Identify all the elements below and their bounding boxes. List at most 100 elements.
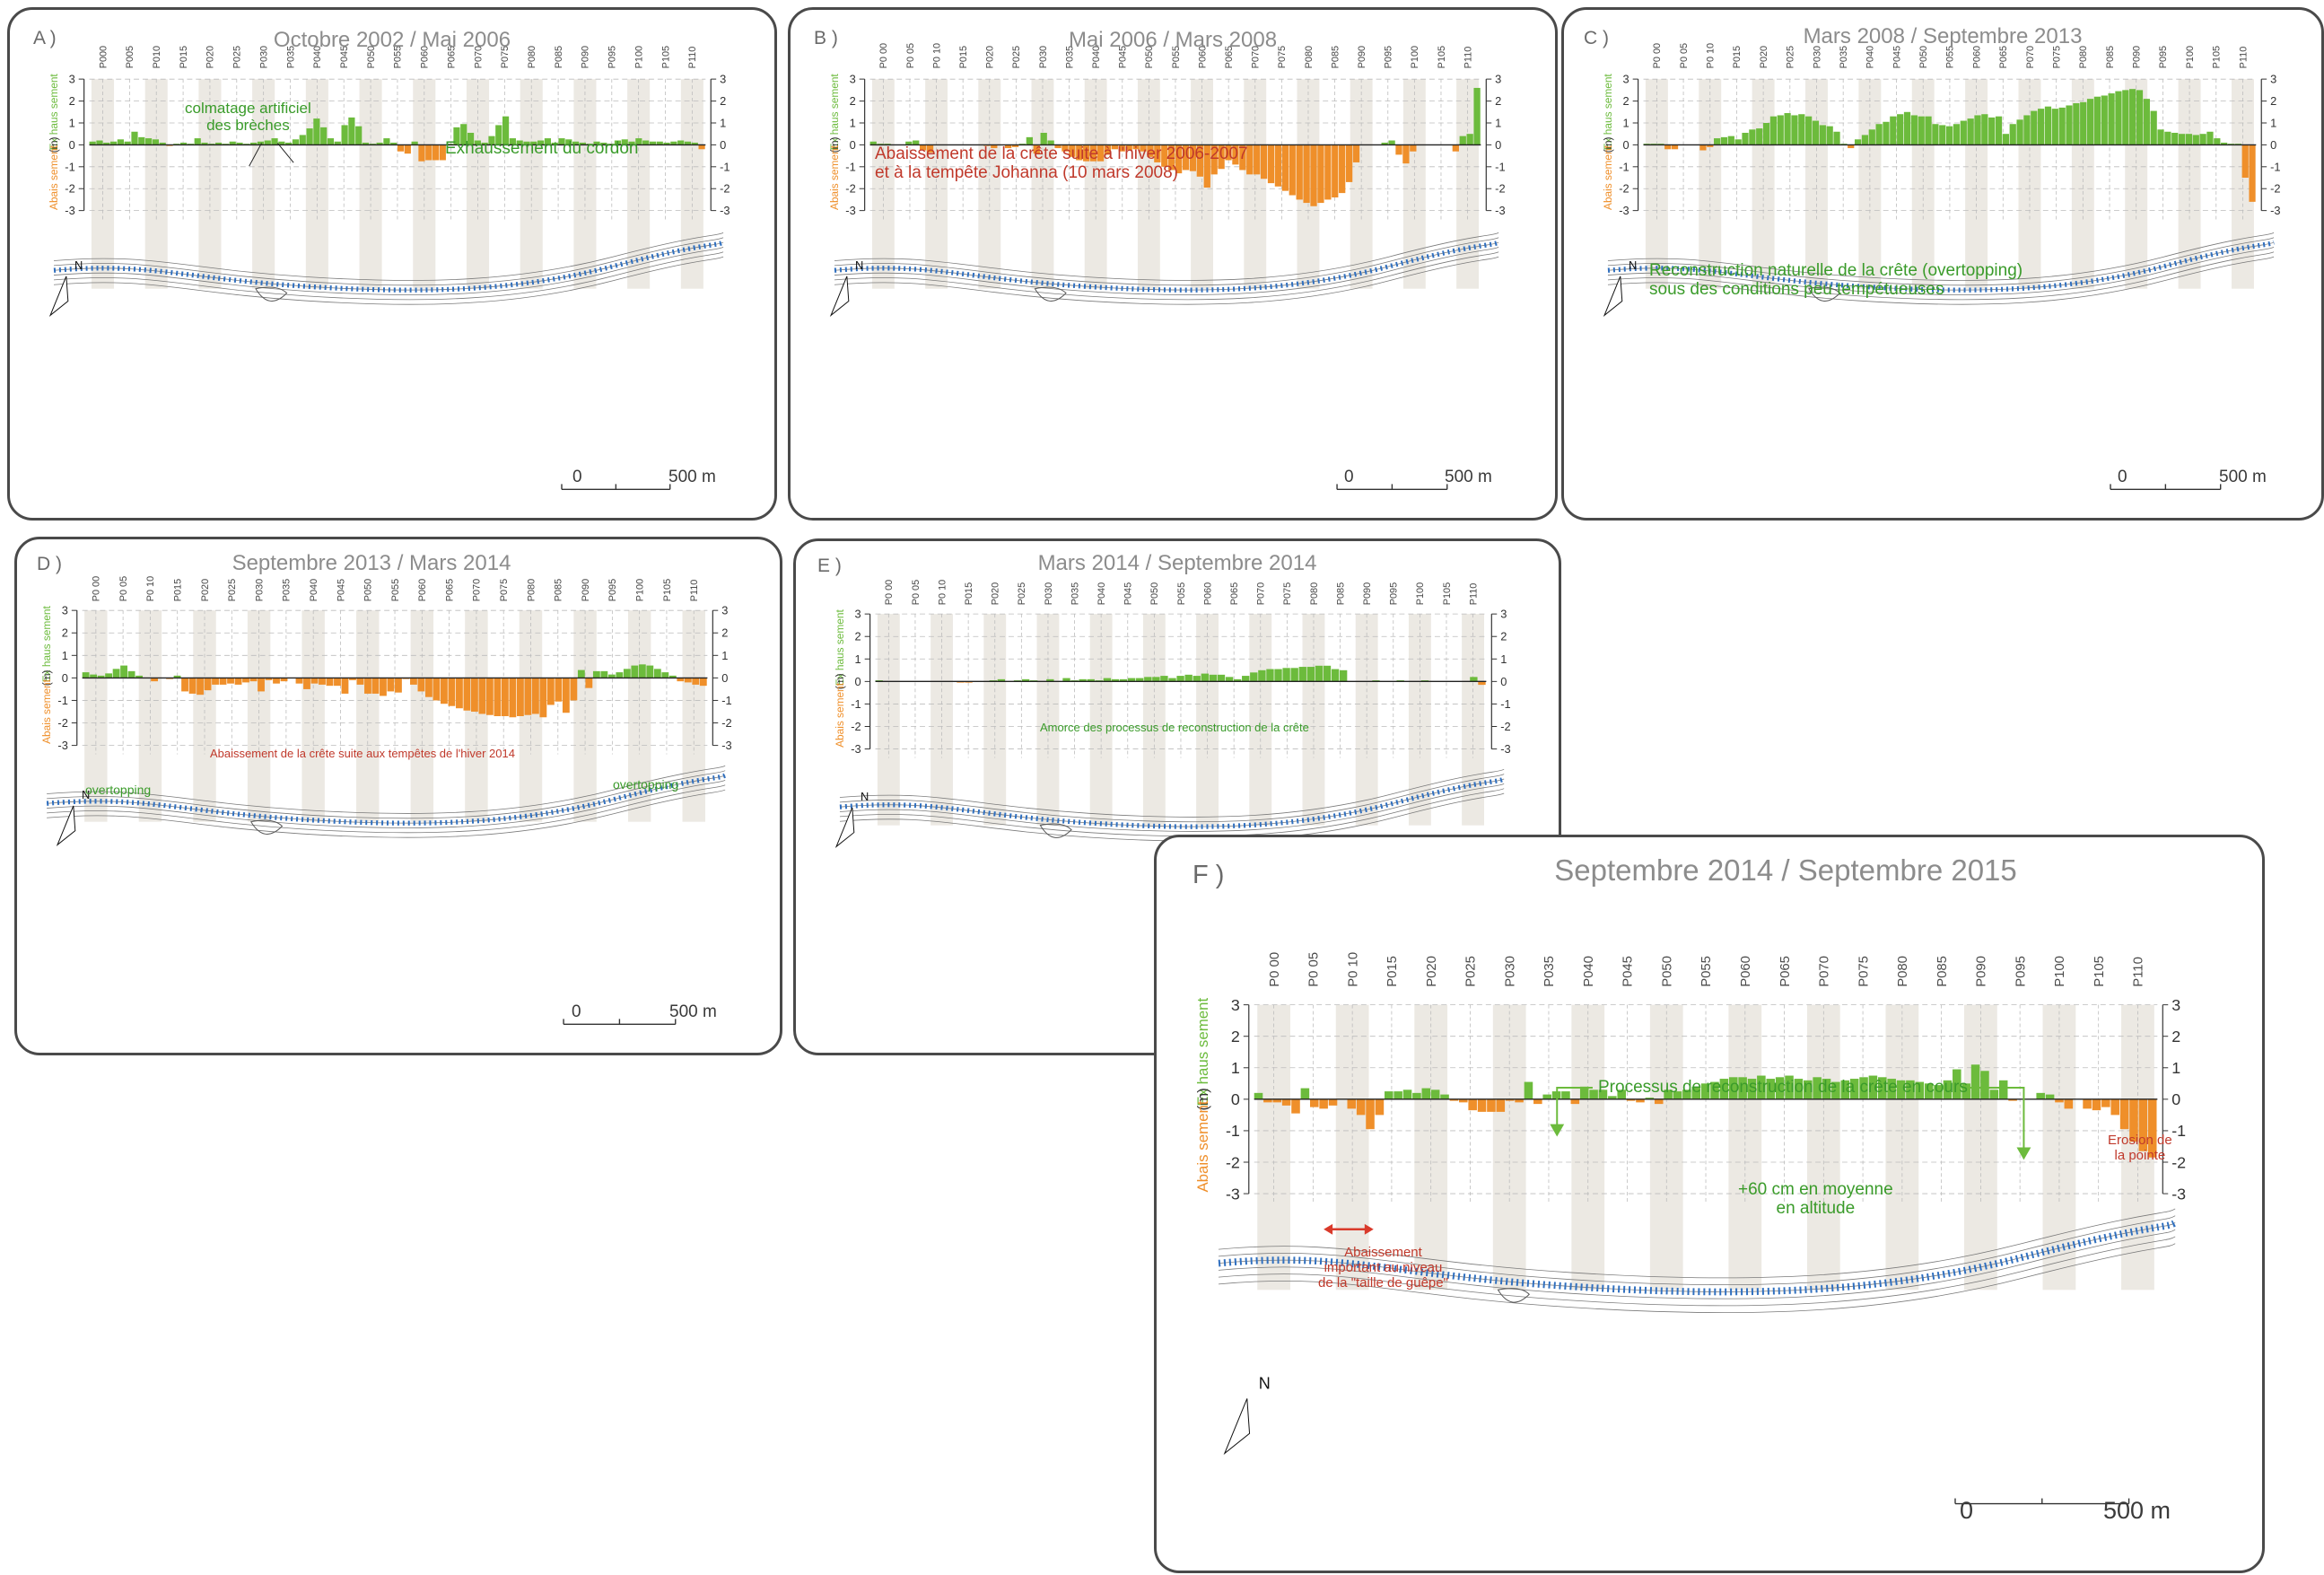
profile-label: P0 05 [905, 43, 916, 68]
profile-label: P075 [2051, 46, 2062, 68]
data-bar [1932, 124, 1939, 145]
data-bar [1242, 676, 1250, 682]
profile-label: P035 [1542, 956, 1557, 987]
y-axis-unit: (m) [828, 136, 841, 153]
data-bar [2241, 144, 2249, 179]
y-axis-unit: (m) [1194, 1088, 1211, 1110]
data-bar [2108, 93, 2115, 145]
data-bar [570, 678, 578, 701]
data-bar [197, 678, 204, 696]
data-bar [334, 141, 341, 145]
profile-label: P035 [1839, 46, 1849, 68]
profile-label: P040 [1865, 46, 1876, 68]
profile-label: P065 [1778, 956, 1793, 987]
scale-start: 0 [572, 1002, 581, 1021]
data-bar [1910, 115, 1918, 145]
profile-band [978, 79, 1001, 289]
profile-label: P080 [526, 579, 537, 601]
data-bar [2249, 144, 2256, 202]
data-bar [1004, 144, 1012, 149]
data-bar [1203, 144, 1210, 188]
y-tick-label: -1 [1226, 1122, 1240, 1140]
data-bar [1452, 144, 1459, 152]
data-bar [1805, 116, 1813, 145]
profile-label: P095 [1389, 582, 1400, 605]
data-bar [1664, 1089, 1673, 1099]
data-bar [1699, 144, 1707, 151]
profile-label: P065 [444, 579, 455, 601]
data-bar [2138, 1098, 2148, 1151]
data-bar [1274, 144, 1282, 187]
data-bar [1375, 1098, 1385, 1116]
y-axis-title-gain: Ex haus sement [1194, 997, 1211, 1106]
data-bar [1324, 144, 1332, 200]
data-bar [684, 678, 692, 683]
profile-label: P060 [417, 579, 428, 601]
data-bar [229, 141, 236, 145]
profile-band [930, 614, 953, 826]
data-bar [2147, 1098, 2157, 1158]
coastline-contour [839, 783, 1505, 832]
coastline-contour [47, 770, 726, 819]
data-bar [1833, 131, 1840, 145]
data-bar [295, 678, 303, 684]
y-tick-label: 3 [1623, 73, 1629, 86]
data-bar [1791, 115, 1798, 145]
y-axis-title-loss: Abais sement [40, 678, 53, 744]
data-bar [997, 678, 1006, 682]
data-bar [523, 141, 530, 145]
data-bar [1323, 665, 1332, 682]
data-bar [1196, 144, 1203, 177]
data-bar [90, 674, 98, 678]
data-bar [138, 136, 145, 145]
data-bar [1176, 676, 1184, 682]
data-bar [1182, 144, 1190, 171]
data-bar [418, 144, 425, 162]
data-bar [642, 140, 650, 145]
data-bar [481, 142, 488, 145]
data-bar [488, 136, 495, 145]
panel-letter: F ) [1193, 861, 1225, 889]
data-bar [1682, 1089, 1691, 1099]
y-tick-label: 3 [1231, 996, 1240, 1014]
coastline-contour [1218, 1208, 2176, 1279]
arrow-icon [1961, 1086, 2025, 1155]
y-tick-label: 1 [69, 116, 75, 129]
data-bar [1366, 1098, 1375, 1130]
y-axis-title-gain: Ex haus sement [40, 606, 53, 683]
y-tick-label: -1 [1619, 160, 1629, 173]
profile-label: P095 [607, 46, 618, 68]
annotation-overtopping-right: overtopping [613, 777, 679, 792]
data-bar [495, 125, 502, 145]
data-bar [577, 669, 585, 678]
data-bar [592, 670, 600, 678]
data-bar [376, 142, 383, 145]
y-tick-label: -3 [720, 204, 730, 217]
data-bar [656, 141, 663, 145]
data-bar [474, 140, 481, 145]
profile-band [1244, 79, 1267, 289]
profile-label: P110 [2132, 957, 2146, 987]
data-bar [250, 142, 258, 145]
north-label: N [861, 790, 869, 803]
data-bar [2122, 90, 2129, 145]
data-bar [2038, 109, 2045, 145]
data-bar [1831, 1081, 1840, 1099]
arrow-icon [276, 143, 294, 163]
data-bar [2136, 90, 2144, 145]
profile-label: P085 [554, 579, 564, 601]
coastline-contour [1607, 247, 2275, 295]
profile-label: P050 [366, 46, 377, 68]
data-bar [1309, 1098, 1319, 1107]
profile-band [1084, 79, 1107, 289]
profile-label: P0 05 [911, 580, 922, 605]
north-label: N [74, 258, 83, 272]
data-bar [1714, 138, 1721, 145]
data-bar [684, 141, 692, 145]
north-arrow-icon [1603, 276, 1623, 317]
data-bar [1466, 134, 1473, 145]
data-bar [509, 138, 516, 145]
data-bar [1766, 1079, 1776, 1099]
data-bar [2031, 110, 2038, 145]
data-bar [2080, 101, 2087, 145]
